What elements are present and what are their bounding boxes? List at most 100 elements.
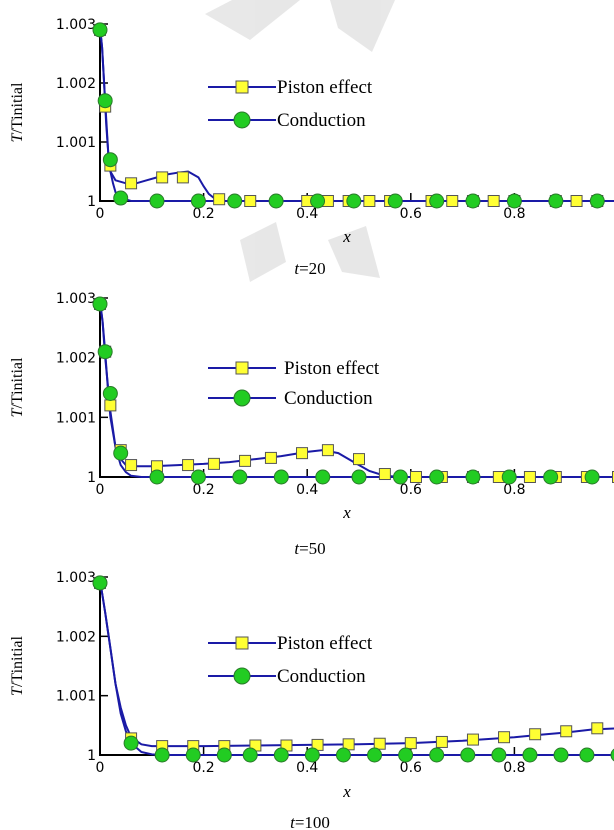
y-axis-label-var: T (9, 407, 26, 417)
x-tick-label: 0.2 (192, 482, 214, 498)
data-point-conduction (367, 747, 383, 763)
data-point-conduction (92, 575, 108, 591)
panel-caption-var: t (290, 813, 296, 830)
data-point-conduction (610, 748, 614, 762)
data-point-piston-effect (207, 457, 220, 470)
y-tick-label: 1.001 (56, 689, 96, 705)
data-point-conduction (149, 193, 165, 209)
data-point-piston-effect (523, 471, 536, 483)
y-axis-label-rest: /Tinitial (9, 82, 26, 134)
panel-caption-value: =100 (295, 813, 330, 830)
x-tick-label: 0.4 (296, 760, 318, 776)
data-point-conduction (460, 747, 476, 763)
data-point-piston-effect (378, 468, 391, 481)
x-tick-label: 0.2 (192, 206, 214, 222)
data-point-conduction (387, 193, 403, 209)
data-point-conduction (92, 22, 108, 38)
data-point-piston-effect (353, 453, 365, 466)
watermark (205, 0, 395, 282)
y-axis-label: T/Tinitial (9, 357, 26, 417)
data-point-conduction (429, 747, 445, 763)
data-point-conduction (268, 193, 284, 209)
data-point-conduction (185, 747, 201, 763)
watermark-shape-1 (205, 0, 300, 40)
data-point-piston-effect (446, 195, 459, 207)
y-tick-label: 1.003 (56, 291, 96, 307)
data-point-conduction (346, 193, 362, 209)
data-point-conduction (273, 747, 289, 763)
legend-label: Piston effect (277, 633, 373, 654)
x-tick-label: 0.4 (296, 206, 318, 222)
y-axis-label-var: T (9, 686, 26, 696)
x-tick-label: 0 (96, 760, 105, 776)
x-tick-label: 0.8 (503, 482, 525, 498)
panel-caption: t=20 (294, 259, 325, 278)
data-point-piston-effect (182, 459, 195, 472)
data-point-conduction (97, 344, 113, 360)
y-axis-label-rest: /Tinitial (9, 357, 26, 409)
data-point-piston-effect (498, 731, 511, 744)
data-point-piston-effect (363, 195, 376, 207)
data-point-conduction (335, 747, 351, 763)
data-point-conduction (501, 469, 517, 485)
x-tick-label: 0.8 (503, 206, 525, 222)
x-tick-label: 0 (96, 206, 105, 222)
legend-label: Conduction (284, 388, 373, 409)
data-point-piston-effect (125, 459, 138, 472)
data-point-piston-effect (373, 737, 386, 750)
data-point-piston-effect (591, 722, 604, 735)
data-point-conduction (123, 735, 139, 751)
data-point-piston-effect (435, 735, 448, 748)
y-tick-label: 1.002 (56, 629, 96, 645)
data-point-conduction (584, 469, 600, 485)
data-point-piston-effect (213, 193, 226, 206)
panel-caption: t=100 (290, 813, 330, 830)
legend: Piston effect Conduction (208, 77, 373, 131)
legend-label: Conduction (277, 666, 366, 687)
x-tick-label: 0.6 (400, 482, 422, 498)
x-tick-label: 0.6 (400, 760, 422, 776)
data-point-conduction (465, 193, 481, 209)
x-tick-label: 0.2 (192, 760, 214, 776)
data-point-piston-effect (125, 177, 138, 190)
data-point-conduction (113, 445, 129, 461)
data-point-piston-effect (487, 195, 500, 207)
data-point-piston-effect (244, 195, 257, 207)
series-line-piston-effect (99, 579, 614, 748)
data-point-piston-effect (404, 737, 417, 750)
data-point-piston-effect (570, 195, 583, 207)
data-point-piston-effect (176, 171, 189, 184)
data-point-conduction (579, 747, 595, 763)
y-axis-label-rest: /Tinitial (9, 636, 26, 688)
x-axis-label: x (342, 227, 351, 246)
panels: 1 1.001 1.002 1.003 0 0.2 0.4 0.6 0.8 1 T/Tinitial… (9, 17, 614, 830)
data-point-conduction (398, 747, 414, 763)
y-tick-label: 1.001 (56, 410, 96, 426)
data-point-conduction (304, 747, 320, 763)
y-axis-label-var: T (9, 132, 26, 142)
legend-label: Piston effect (284, 358, 380, 379)
x-tick-label: 0.6 (400, 206, 422, 222)
panel-caption-var: t (294, 539, 300, 558)
data-point-piston-effect (239, 454, 252, 467)
y-tick-label: 1 (87, 748, 96, 764)
y-tick-label: 1 (87, 194, 96, 210)
panel-caption-value: =20 (299, 259, 326, 278)
legend: Piston effect Conduction (208, 633, 373, 687)
data-point-conduction (548, 193, 564, 209)
data-point-conduction (351, 469, 367, 485)
x-tick-label: 0 (96, 482, 105, 498)
data-point-conduction (392, 469, 408, 485)
data-point-piston-effect (156, 171, 169, 184)
x-tick-label: 0.8 (503, 760, 525, 776)
data-point-conduction (465, 469, 481, 485)
data-point-conduction (227, 193, 243, 209)
data-point-conduction (149, 469, 165, 485)
y-tick-label: 1.003 (56, 17, 96, 33)
data-point-conduction (506, 193, 522, 209)
x-tick-label: 0.4 (296, 482, 318, 498)
y-tick-label: 1.002 (56, 351, 96, 367)
data-point-conduction (154, 747, 170, 763)
data-point-conduction (190, 469, 206, 485)
